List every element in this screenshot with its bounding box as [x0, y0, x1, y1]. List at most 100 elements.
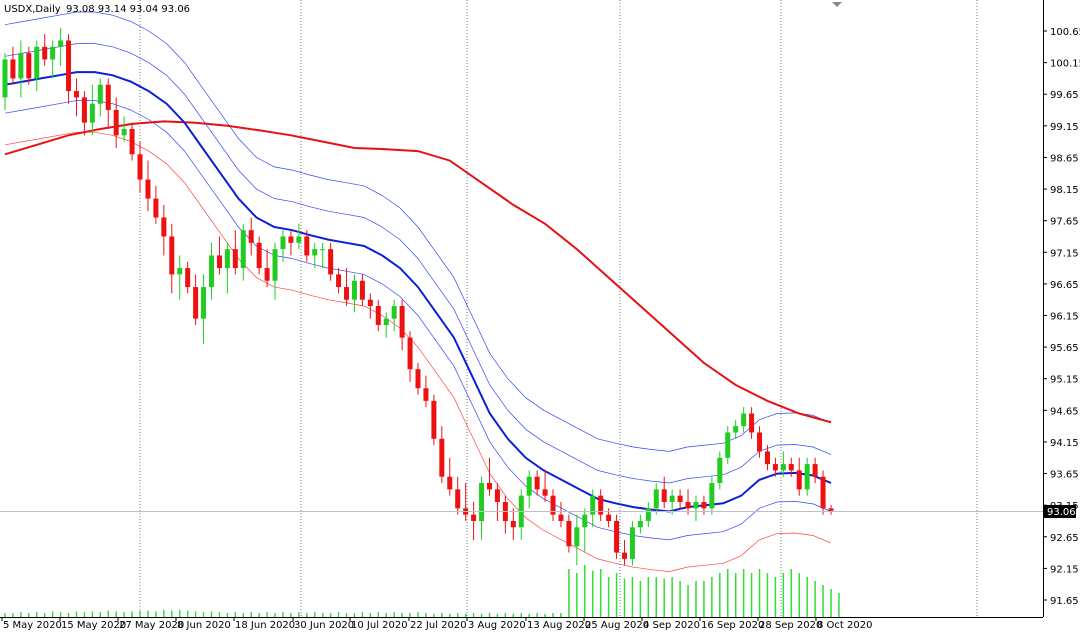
bear-candle [486, 457, 492, 496]
candle-body [50, 46, 56, 60]
time-tick-label: 25 Aug 2020 [585, 620, 649, 631]
candle-body [42, 46, 48, 60]
bull-candle [693, 495, 699, 521]
candle-body [320, 249, 326, 251]
bear-candle [431, 394, 437, 446]
candle-body [590, 495, 596, 515]
candle-body [582, 514, 588, 528]
candle-body [344, 287, 350, 300]
bear-candle [113, 97, 119, 148]
candle-body [693, 502, 699, 509]
candle-body [18, 53, 24, 79]
candle-body [661, 489, 667, 503]
bear-candle [145, 160, 151, 212]
candle-body [145, 179, 151, 199]
bear-candle [598, 489, 604, 521]
candle-body [598, 495, 604, 515]
bear-candle [439, 426, 445, 484]
bull-candle [177, 255, 183, 300]
candle-body [304, 236, 310, 256]
bull-candle [741, 407, 747, 433]
bear-candle [264, 249, 270, 288]
candle-body [820, 476, 826, 509]
candle-body [113, 110, 119, 136]
bear-candle [677, 489, 683, 509]
candle-body [431, 400, 437, 439]
time-tick-label: 22 Jul 2020 [410, 620, 467, 631]
price-tick-label: 99.15 [1050, 122, 1079, 133]
candle-body [757, 432, 763, 452]
envelope-lower-outer [4, 131, 832, 572]
candle-body [153, 198, 159, 218]
candle-body [264, 268, 270, 281]
candle-body [685, 502, 691, 509]
price-tick-label: 92.15 [1050, 564, 1079, 575]
bull-candle [653, 483, 659, 515]
bull-candle [637, 514, 643, 534]
candle-body [566, 520, 572, 547]
bear-candle [534, 470, 540, 496]
envelope-upper-inner [4, 43, 832, 484]
candle-body [58, 40, 64, 47]
time-tick-label: 13 Aug 2020 [527, 620, 591, 631]
bull-candle [590, 489, 596, 528]
candle-body [216, 255, 222, 269]
bear-candle [820, 470, 826, 515]
bear-candle [367, 293, 373, 319]
candle-body [614, 520, 620, 553]
candle-body [510, 520, 516, 528]
current-price-label: 93.06 [1047, 507, 1076, 518]
bull-candle [296, 223, 302, 250]
bear-candle [73, 78, 79, 117]
candle-body [97, 84, 103, 104]
candle-body [764, 451, 770, 465]
candle-body [542, 489, 548, 496]
bull-candle [629, 520, 635, 566]
candle-body [336, 274, 342, 288]
candle-body [161, 217, 167, 237]
bull-candle [717, 451, 723, 490]
candle-body [121, 128, 127, 136]
bear-candle [153, 185, 159, 224]
candle-body [669, 495, 675, 503]
bull-candle [18, 40, 24, 98]
bear-candle [399, 299, 405, 351]
bull-candle [733, 419, 739, 439]
volume-layer [4, 565, 840, 617]
chart-symbol-label: USDX,Daily [4, 4, 61, 15]
bull-candle [479, 476, 485, 540]
price-tick-label: 91.65 [1050, 596, 1079, 607]
candle-body [193, 287, 199, 319]
price-tick-label: 97.15 [1050, 248, 1079, 259]
time-tick-label: 28 Sep 2020 [759, 620, 822, 631]
grid-layer [139, 0, 978, 617]
fast-moving-average-line [4, 71, 832, 513]
candle-body [796, 470, 802, 490]
bull-candle [645, 502, 651, 528]
bull-candle [121, 116, 127, 142]
candle-body [272, 249, 278, 281]
bull-candle [201, 274, 207, 344]
bear-candle [550, 489, 556, 521]
chart-shift-marker-icon[interactable] [832, 2, 842, 7]
candle-body [256, 242, 262, 269]
bear-candle [105, 78, 111, 129]
price-tick-label: 96.65 [1050, 280, 1079, 291]
time-tick-label: 15 May 2020 [61, 620, 126, 631]
bear-candle [796, 457, 802, 496]
price-tick-label: 92.65 [1050, 533, 1079, 544]
candlesticks [2, 27, 834, 566]
envelope-bands [4, 11, 832, 572]
bear-candle [232, 230, 238, 275]
candle-body [248, 230, 254, 243]
candle-body [733, 426, 739, 433]
candle-body [606, 514, 612, 521]
time-tick-label: 5 May 2020 [3, 620, 62, 631]
moving-averages [4, 71, 832, 513]
bear-candle [288, 230, 294, 256]
candle-body [574, 527, 580, 547]
bull-candle [709, 476, 715, 515]
